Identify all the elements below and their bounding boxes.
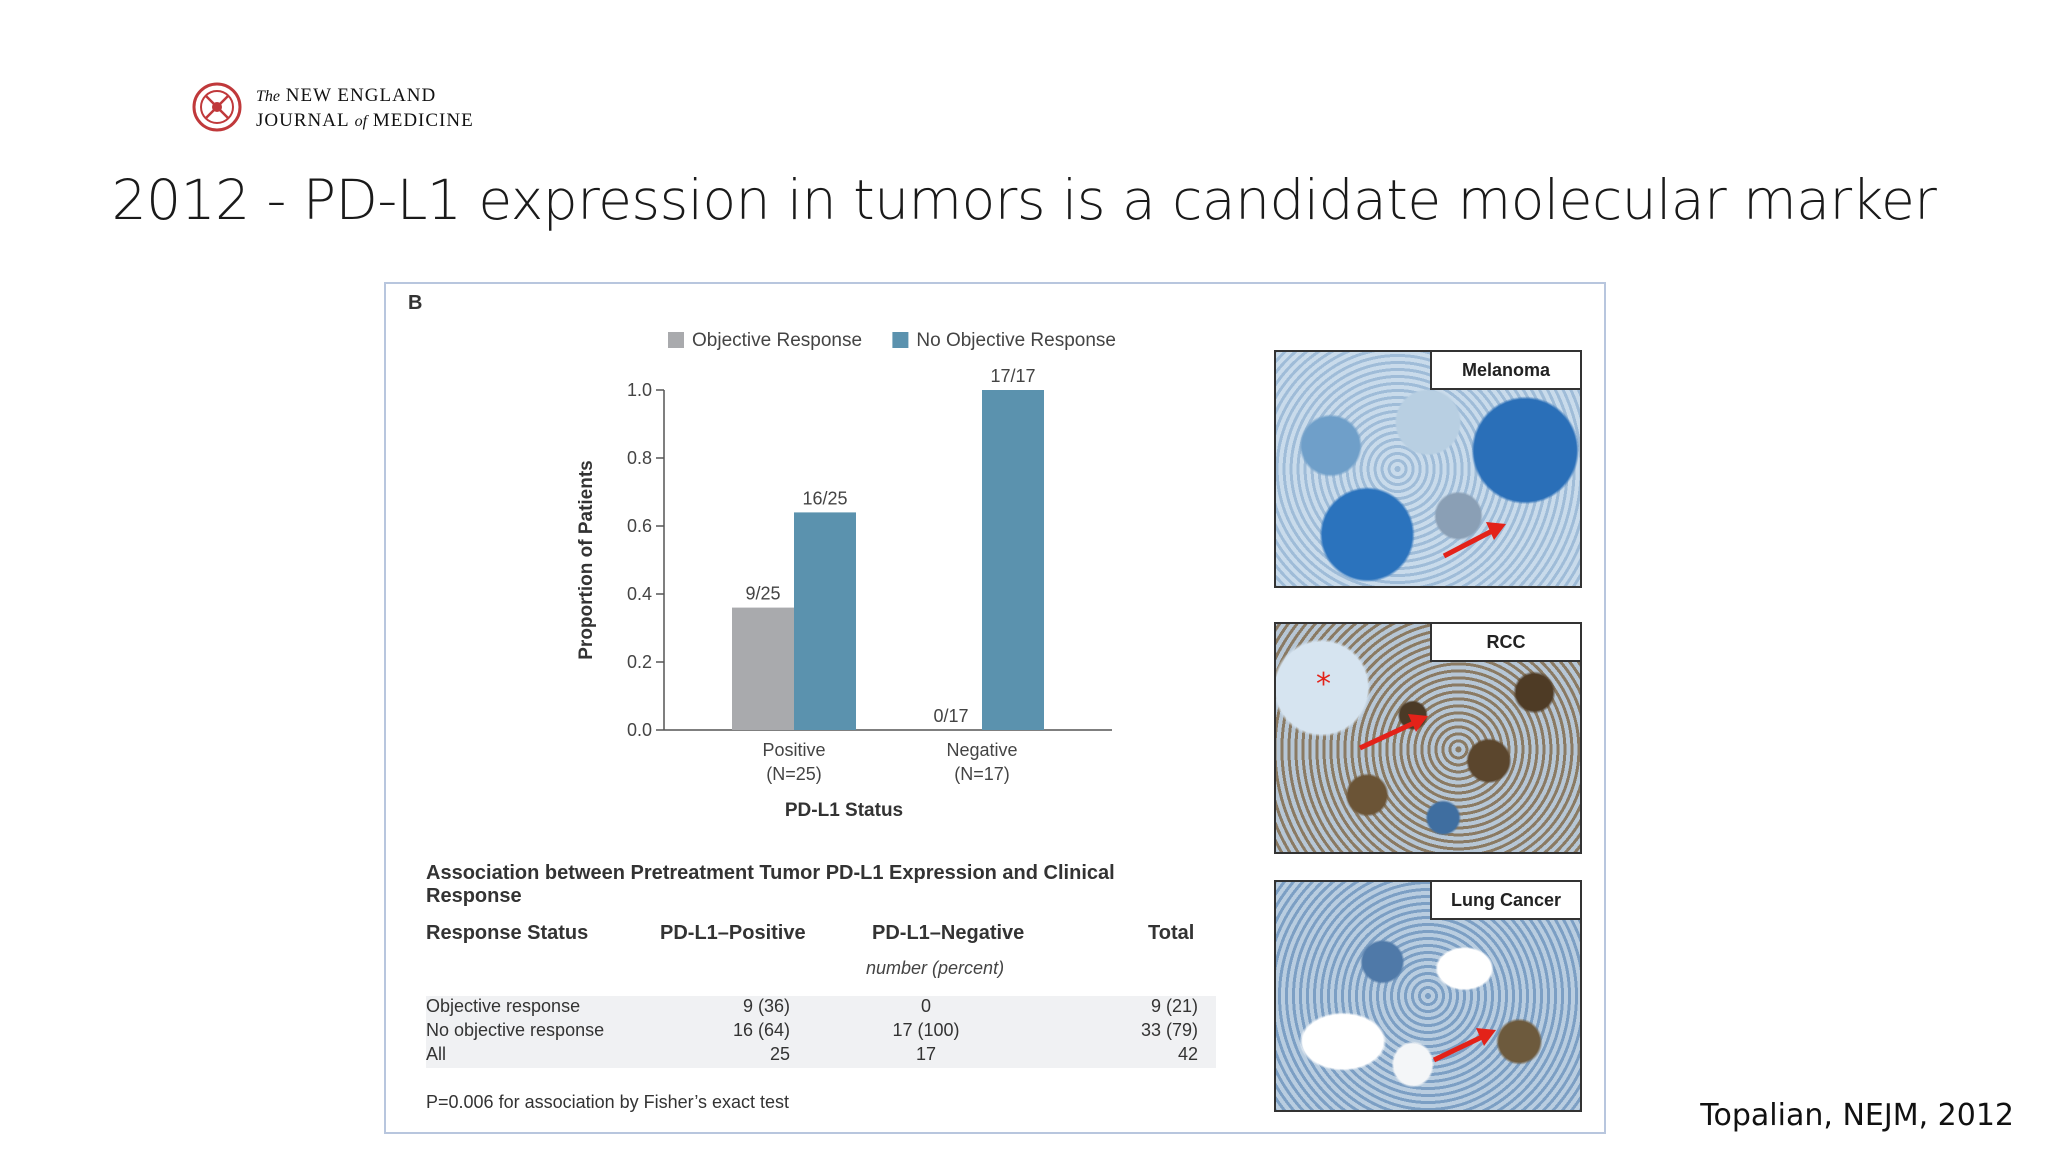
nejm-logo: The NEW ENGLAND JOURNAL of MEDICINE [192, 80, 532, 136]
table-header-row: Response Status PD-L1–Positive PD-L1–Neg… [426, 922, 1206, 952]
x-tick-label: Negative [946, 740, 1017, 760]
cell-negative: 17 [915, 1044, 937, 1064]
red-arrow-icon [1432, 1028, 1496, 1063]
cell-response-status: All [426, 1044, 447, 1064]
cell-positive: 16 (64) [732, 1020, 790, 1040]
figure-panel: B Objective Response No Objective Respons… [384, 282, 1606, 1134]
logo-journal: JOURNAL [256, 110, 349, 131]
logo-new-england: NEW ENGLAND [285, 85, 437, 106]
legend-label: No Objective Response [916, 330, 1116, 351]
logo-of: of [354, 113, 368, 130]
panel-label: B [408, 292, 423, 314]
nejm-wordmark: The NEW ENGLAND JOURNAL of MEDICINE [256, 84, 474, 134]
table-row: No objective response 16 (64) 17 (100) 3… [426, 1020, 1216, 1044]
cell-response-status: No objective response [426, 1020, 605, 1040]
logo-the: The [256, 88, 280, 105]
melanoma-ihc-image: Melanoma [1274, 350, 1582, 588]
y-axis-label: Proportion of Patients [576, 460, 597, 660]
bar-chart: Objective Response No Objective Response 0… [576, 330, 1116, 821]
red-arrow-icon [1442, 522, 1506, 559]
asterisk-icon: * [1316, 667, 1331, 702]
bar-data-label: 17/17 [990, 366, 1035, 386]
cell-negative: 0 [920, 996, 931, 1016]
photo-label-lung-cancer: Lung Cancer [1430, 882, 1580, 920]
y-tick-label: 0.6 [627, 516, 652, 536]
rcc-ihc-image: * RCC [1274, 622, 1582, 854]
header-pdl1-negative: PD-L1–Negative [872, 922, 1025, 944]
bar [732, 607, 794, 730]
red-arrow-icon: * [1316, 667, 1428, 751]
x-tick-label: (N=17) [954, 764, 1010, 784]
y-tick-label: 0.2 [627, 652, 652, 672]
bar-data-label: 9/25 [745, 584, 780, 604]
cell-positive: 9 (36) [742, 996, 790, 1016]
photo-label-rcc: RCC [1430, 624, 1580, 662]
unit-note-row: number (percent) [426, 958, 1206, 984]
cell-total: 42 [1177, 1044, 1198, 1064]
logo-medicine: MEDICINE [372, 110, 474, 131]
slide-title: 2012 - PD-L1 expression in tumors is a c… [111, 168, 1937, 232]
y-tick-label: 0.4 [627, 584, 652, 604]
citation: Topalian, NEJM, 2012 [1700, 1098, 2014, 1133]
nejm-seal-icon [192, 82, 242, 132]
x-axis-label: PD-L1 Status [785, 800, 903, 821]
x-tick-label: Positive [762, 740, 825, 760]
cell-negative: 17 (100) [892, 1020, 960, 1040]
table-footnote: P=0.006 for association by Fisher’s exac… [426, 1092, 790, 1112]
bar [982, 390, 1044, 730]
photo-label-melanoma: Melanoma [1430, 352, 1580, 390]
bar-data-label: 16/25 [802, 488, 847, 508]
rcc-tissue-image [1276, 624, 1580, 852]
cell-response-status: Objective response [426, 996, 581, 1016]
header-pdl1-positive: PD-L1–Positive [660, 922, 806, 944]
y-tick-label: 0.0 [627, 720, 652, 740]
melanoma-tissue-image [1276, 352, 1580, 586]
bar-data-label: 0/17 [933, 706, 968, 726]
cell-total: 33 (79) [1140, 1020, 1198, 1040]
association-table: Association between Pretreatment Tumor P… [426, 862, 1216, 1113]
table-row: Objective response 9 (36) 0 9 (21) [426, 996, 1216, 1020]
x-tick-label: (N=25) [766, 764, 822, 784]
y-tick-label: 0.8 [627, 448, 652, 468]
y-tick-label: 1.0 [627, 380, 652, 400]
cell-positive: 25 [769, 1044, 790, 1064]
header-response-status: Response Status [426, 922, 589, 944]
lung-cancer-tissue-image [1276, 882, 1580, 1110]
table-body: Objective response 9 (36) 0 9 (21) No ob… [426, 996, 1216, 1068]
table-row: All 25 17 42 [426, 1044, 1216, 1068]
legend-swatch [668, 332, 684, 348]
unit-note: number (percent) [866, 958, 1005, 978]
cell-total: 9 (21) [1150, 996, 1198, 1016]
table-title: Association between Pretreatment Tumor P… [426, 862, 1115, 907]
legend-label: Objective Response [692, 330, 862, 351]
lung-cancer-ihc-image: Lung Cancer [1274, 880, 1582, 1112]
legend-swatch [892, 332, 909, 348]
header-total: Total [1148, 922, 1195, 944]
bar [794, 512, 856, 730]
